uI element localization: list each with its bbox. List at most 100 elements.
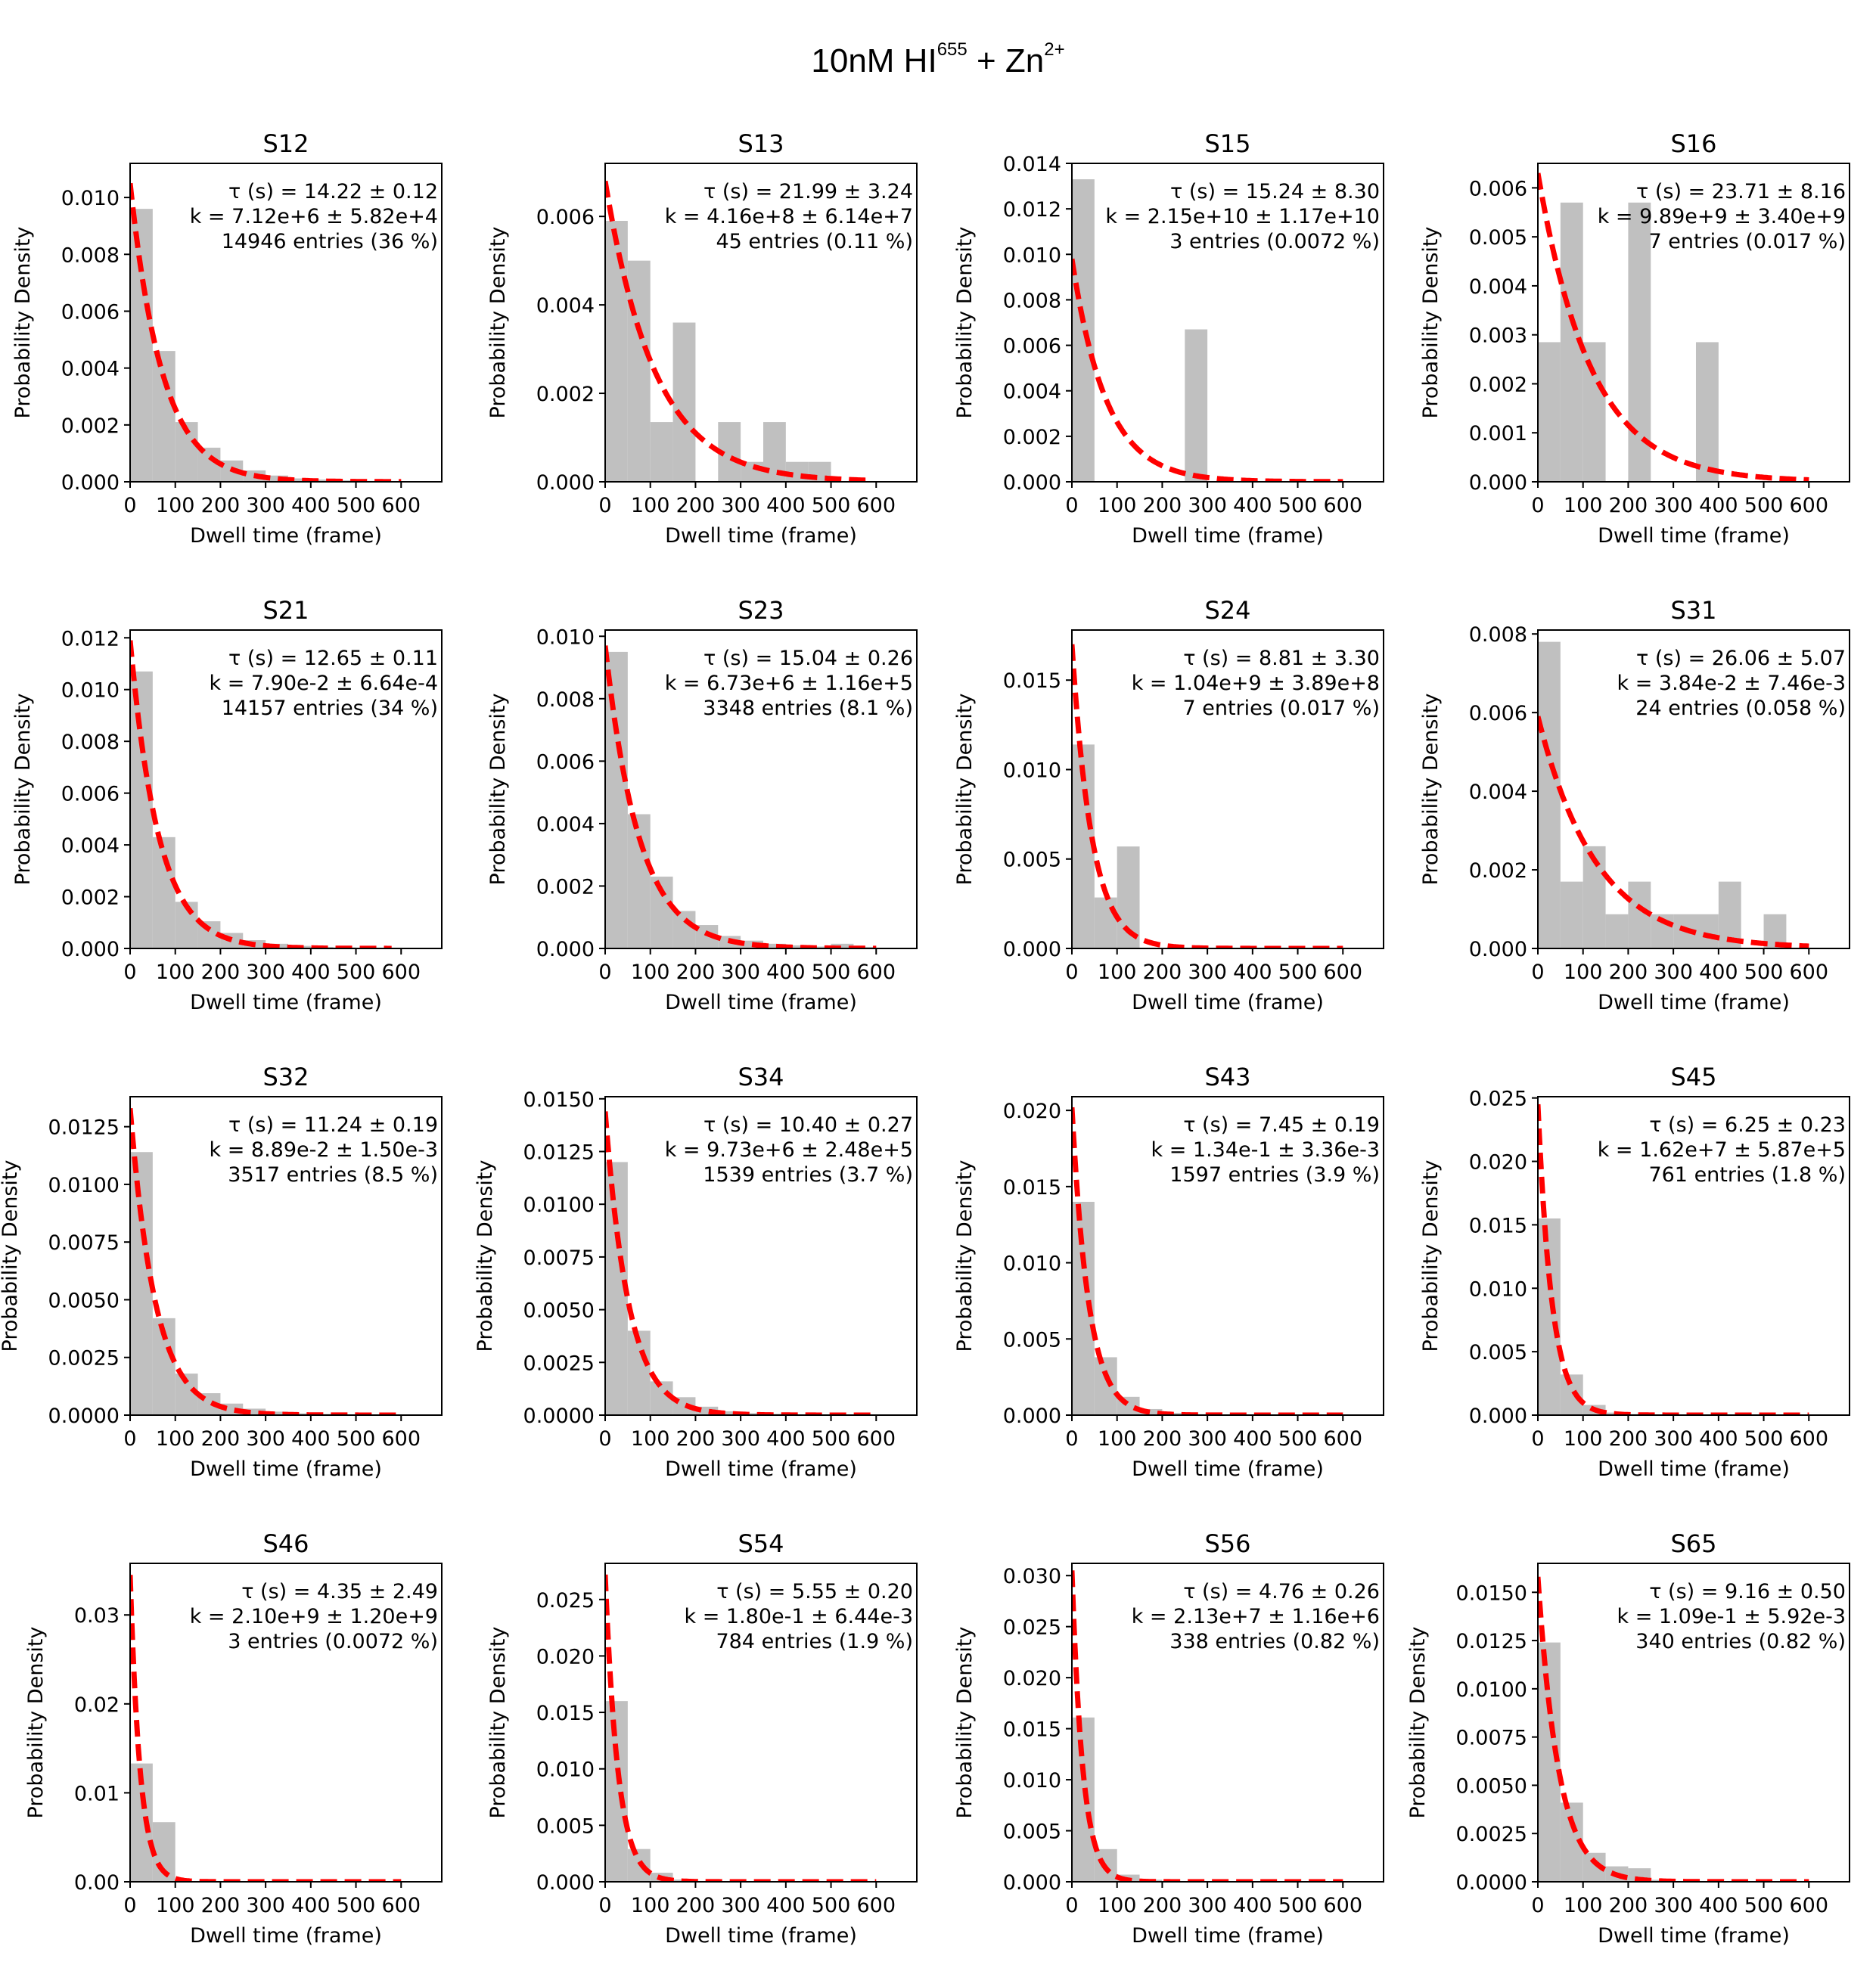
x-tick-label: 400 [1699, 1427, 1738, 1451]
x-tick-label: 600 [381, 1427, 421, 1451]
y-tick-label: 0.004 [1469, 781, 1527, 804]
x-tick-label: 200 [676, 1427, 716, 1451]
x-tick-label: 200 [676, 494, 716, 517]
x-tick-label: 300 [721, 1894, 760, 1917]
histogram-chart: 0 100 200 300 400 500 6000.0000.0050.0100.0150… [953, 1063, 1384, 1481]
histogram-chart: 0 100 200 300 400 500 6000.0000.0050.0100.0150… [486, 1529, 918, 1948]
histogram-bar [785, 945, 809, 948]
fit-annotation-line: 784 entries (1.9 %) [716, 1630, 913, 1653]
fit-annotation-line: 7 entries (0.017 %) [1648, 230, 1846, 253]
x-axis-label: Dwell time (frame) [1598, 1457, 1790, 1481]
subplot-s46: 0 100 200 300 400 500 600 0.00 0.01 0.02 0.03 Dwell… [2, 1510, 449, 1948]
histogram-bar [831, 943, 854, 948]
figure-title-charge: 2+ [1044, 39, 1065, 60]
fit-annotation-line: k = 2.13e+7 ± 1.16e+6 [1132, 1605, 1380, 1628]
x-axis-label: Dwell time (frame) [190, 991, 382, 1014]
y-tick-label: 0.00 [74, 1871, 120, 1895]
x-tick-label: 100 [156, 961, 195, 984]
histogram-bar [1538, 342, 1561, 482]
y-tick-label: 0.005 [1003, 1328, 1061, 1352]
y-tick-label: 0.0125 [48, 1116, 120, 1140]
x-tick-label: 400 [1233, 1894, 1272, 1917]
axes-frame [1537, 163, 1850, 483]
axes-frame [1071, 629, 1384, 949]
fit-annotation-line: k = 2.15e+10 ± 1.17e+10 [1105, 205, 1380, 228]
x-tick-label: 300 [246, 1894, 285, 1917]
x-tick-label: 400 [1233, 1427, 1272, 1451]
fit-annotation-line: k = 7.12e+6 ± 5.82e+4 [190, 205, 438, 228]
figure-title: 10nM HI655 + Zn2+ [0, 39, 1876, 80]
x-tick-label: 0 [598, 961, 611, 984]
x-tick-label: 500 [1278, 1894, 1318, 1917]
subplot-title: S65 [1670, 1529, 1716, 1558]
y-tick-label: 0.000 [1003, 1405, 1061, 1428]
fit-annotation-line: τ (s) = 15.24 ± 8.30 [1170, 180, 1380, 203]
x-tick-label: 400 [766, 1894, 806, 1917]
histogram-bar [1538, 1218, 1561, 1415]
y-tick-label: 0.004 [536, 294, 595, 318]
histogram-bar [287, 1413, 311, 1415]
y-tick-label: 0.020 [1003, 1667, 1061, 1690]
fit-annotation-line: τ (s) = 12.65 ± 0.11 [228, 647, 438, 670]
fit-annotation-line: k = 3.84e-2 ± 7.46e-3 [1617, 672, 1846, 695]
subplot-s43: 0 100 200 300 400 500 600 0.000 0.005 0.010 0.015 0… [943, 1044, 1391, 1481]
axes-frame [604, 1563, 918, 1883]
histogram-bar [130, 209, 153, 482]
x-tick-label: 600 [856, 494, 896, 517]
axes-frame [129, 163, 443, 483]
y-tick-label: 0.004 [1469, 275, 1527, 299]
fit-annotation-line: τ (s) = 4.76 ± 0.26 [1183, 1580, 1380, 1603]
fit-annotation-line: 3 entries (0.0072 %) [1169, 230, 1380, 253]
y-tick-label: 0.004 [1003, 380, 1061, 404]
x-tick-label: 600 [1789, 1427, 1828, 1451]
x-axis-label: Dwell time (frame) [1598, 991, 1790, 1014]
subplot-title: S12 [262, 129, 309, 158]
subplot-title: S43 [1204, 1063, 1250, 1091]
histogram-chart: 0 100 200 300 400 500 600 0.000 0.001 0.002 0.003 0… [1419, 129, 1850, 548]
fit-annotation-line: 7 entries (0.017 %) [1182, 697, 1380, 720]
y-tick-label: 0.0000 [1456, 1871, 1527, 1895]
y-tick-label: 0.004 [61, 834, 120, 858]
x-tick-label: 600 [1323, 1427, 1362, 1451]
fit-annotation-line: τ (s) = 15.04 ± 0.26 [704, 647, 913, 670]
x-tick-label: 300 [1188, 961, 1227, 984]
fit-annotation-line: 14157 entries (34 %) [222, 697, 438, 720]
x-tick-label: 100 [156, 494, 195, 517]
x-axis-label: Dwell time (frame) [665, 991, 857, 1014]
x-tick-label: 500 [337, 494, 376, 517]
histogram-bar [1628, 202, 1651, 482]
y-tick-label: 0.030 [1003, 1565, 1061, 1588]
histogram-bar [672, 911, 696, 948]
histogram-chart: 0 100 200 300 400 500 6000.0000.0050.0100.0150… [953, 1529, 1384, 1948]
y-axis-label: Probability Density [1419, 694, 1443, 886]
x-tick-label: 300 [1188, 494, 1227, 517]
histogram-chart: 0 100 200 300 400 500 600 0.00 0.01 0.02 0.03 Dwell… [24, 1529, 443, 1948]
y-axis-label: Probability Density [11, 227, 35, 419]
histogram-bar [1695, 914, 1719, 948]
histogram-bar [1538, 641, 1561, 948]
y-tick-label: 0.015 [1003, 1176, 1061, 1200]
subplot-title: S54 [738, 1529, 784, 1558]
y-tick-label: 0.006 [536, 750, 595, 774]
exponential-fit-line [605, 1574, 877, 1882]
x-tick-label: 600 [856, 1427, 896, 1451]
x-tick-label: 400 [291, 494, 331, 517]
histogram-chart: 0 100 200 300 400 500 600 0.0000 0.0025 0.0050 0.0… [0, 1063, 443, 1481]
figure-title-main: 10nM HI [811, 42, 937, 79]
y-tick-label: 0.006 [61, 300, 120, 324]
subplot-title: S56 [1204, 1529, 1250, 1558]
fit-annotation-line: k = 1.09e-1 ± 5.92e-3 [1617, 1605, 1846, 1628]
exponential-fit-line [1072, 1570, 1343, 1882]
y-tick-label: 0.020 [536, 1645, 595, 1668]
histogram-bar [1560, 881, 1583, 948]
y-tick-label: 0.0025 [523, 1352, 595, 1375]
y-tick-label: 0.0025 [48, 1347, 120, 1370]
x-tick-label: 200 [1609, 494, 1648, 517]
fit-annotation-line: k = 6.73e+6 ± 1.16e+5 [665, 672, 913, 695]
y-tick-label: 0.003 [1469, 324, 1527, 348]
x-tick-label: 0 [1531, 961, 1544, 984]
y-tick-label: 0.0100 [48, 1174, 120, 1197]
x-axis-label: Dwell time (frame) [190, 524, 382, 548]
y-axis-label: Probability Density [24, 1627, 48, 1819]
y-tick-label: 0.005 [1003, 849, 1061, 872]
